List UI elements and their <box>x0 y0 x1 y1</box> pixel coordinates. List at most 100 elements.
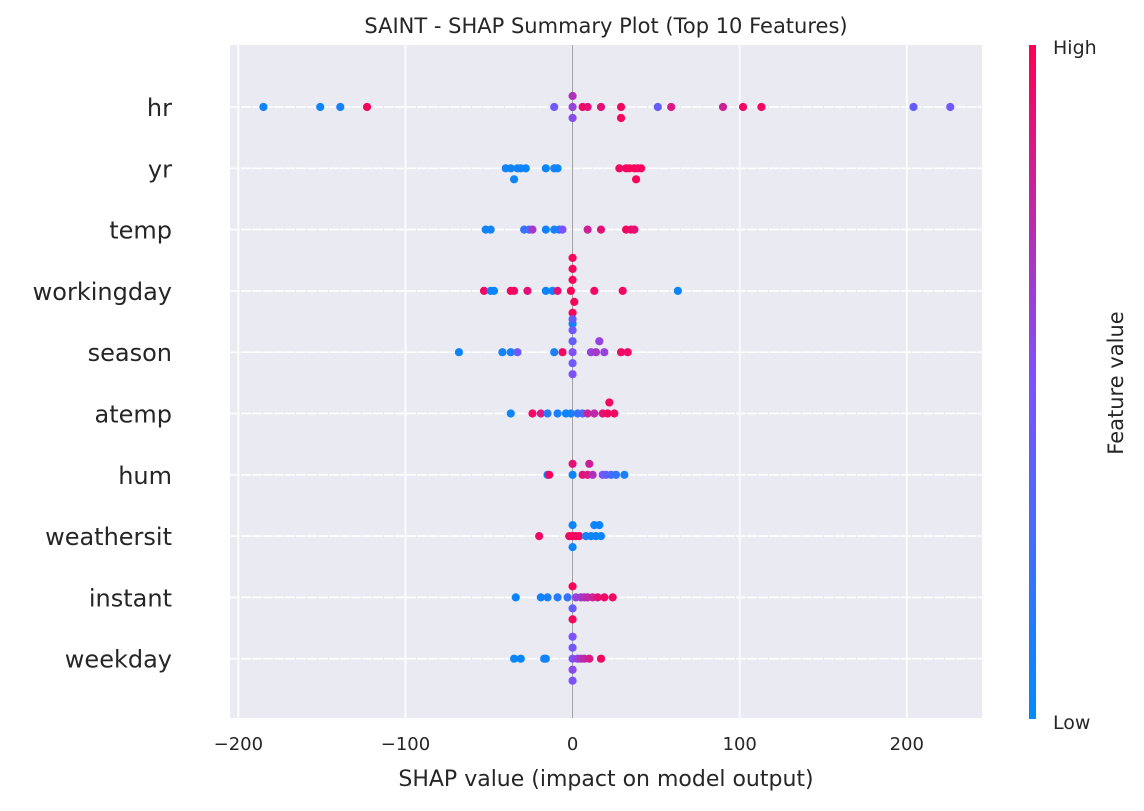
shap-point <box>757 102 766 112</box>
shap-point <box>568 253 577 262</box>
shap-point <box>543 409 552 418</box>
shap-point <box>600 593 609 602</box>
shap-point <box>536 409 545 418</box>
shap-point <box>596 102 606 112</box>
shap-point <box>596 532 606 541</box>
shap-point <box>653 102 662 112</box>
chart-title: SAINT - SHAP Summary Plot (Top 10 Featur… <box>364 14 847 38</box>
feature-label: hum <box>118 462 172 490</box>
colorbar-title: Feature value <box>1104 311 1128 454</box>
feature-label: yr <box>148 155 172 183</box>
shap-point <box>616 102 626 112</box>
shap-point <box>479 286 489 295</box>
feature-label: instant <box>89 584 172 612</box>
plot-area <box>230 45 982 718</box>
shap-point <box>593 593 602 602</box>
shap-point <box>362 102 372 112</box>
feature-label: hr <box>147 94 172 122</box>
shap-point <box>568 615 577 624</box>
shap-point <box>568 521 577 530</box>
shap-point <box>316 102 325 112</box>
shap-point <box>610 409 619 418</box>
x-axis-label: SHAP value (impact on model output) <box>398 767 813 792</box>
x-tick-label: 200 <box>890 734 924 755</box>
shap-point <box>568 582 577 591</box>
shap-point <box>568 543 577 552</box>
shap-point <box>568 348 577 357</box>
shap-point <box>553 409 562 418</box>
shap-point <box>568 370 577 379</box>
shap-point <box>630 225 639 234</box>
shap-point <box>568 264 577 273</box>
shap-point <box>596 225 606 234</box>
x-tick-label: 0 <box>567 734 578 755</box>
x-tick-label: −100 <box>381 734 430 755</box>
feature-label: weathersit <box>45 523 172 551</box>
feature-label: atemp <box>95 401 173 429</box>
shap-point <box>588 470 597 479</box>
shap-point <box>605 398 614 407</box>
feature-labels: hr yr temp workingday season atemp hum weathers… <box>33 94 172 674</box>
shap-point <box>541 164 550 173</box>
shap-point <box>568 459 577 468</box>
shap-point <box>616 113 626 123</box>
x-tick-label: 100 <box>723 734 757 755</box>
shap-point <box>585 654 594 663</box>
colorbar-high-label: High <box>1053 37 1097 59</box>
shap-point <box>583 225 592 234</box>
shap-point <box>506 164 515 173</box>
x-tick-label: −200 <box>214 734 263 755</box>
shap-point <box>498 348 507 357</box>
shap-point <box>620 470 629 479</box>
shap-point <box>545 470 554 479</box>
shap-point <box>553 164 562 173</box>
shap-point <box>568 643 577 652</box>
shap-point <box>673 286 682 295</box>
shap-point <box>946 102 955 112</box>
shap-point <box>558 225 567 234</box>
shap-point <box>506 409 515 418</box>
shap-point <box>536 593 545 602</box>
shap-point <box>521 164 530 173</box>
shap-point <box>568 102 577 112</box>
shap-point <box>590 286 599 295</box>
shap-point <box>550 348 559 357</box>
shap-point <box>667 102 676 112</box>
shap-point <box>523 286 532 295</box>
shap-point <box>509 286 519 295</box>
shap-point <box>623 348 632 357</box>
shap-point <box>489 286 499 295</box>
shap-point <box>528 409 537 418</box>
colorbar-low-label: Low <box>1053 712 1090 734</box>
shap-point <box>909 102 918 112</box>
shap-point <box>568 308 577 317</box>
shap-point <box>596 654 606 663</box>
shap-point <box>738 102 748 112</box>
shap-point <box>568 326 577 335</box>
shap-point <box>583 409 592 418</box>
shap-point <box>568 91 577 101</box>
shap-point <box>259 102 268 112</box>
shap-point <box>486 225 495 234</box>
shap-point <box>583 102 592 112</box>
shap-point <box>568 359 577 368</box>
shap-point <box>585 459 594 468</box>
shap-point <box>541 654 550 663</box>
shap-point <box>603 409 612 418</box>
shap-point <box>595 337 604 346</box>
x-tick-labels: −200 −100 0 100 200 <box>214 734 924 755</box>
shap-point <box>506 348 515 357</box>
shap-point <box>509 654 519 663</box>
shap-point <box>591 348 601 357</box>
shap-point <box>568 604 577 613</box>
shap-point <box>535 532 544 541</box>
shap-point <box>568 315 577 324</box>
feature-label: weekday <box>65 646 172 674</box>
shap-point <box>513 348 522 357</box>
feature-label: season <box>88 339 172 367</box>
shap-point <box>600 348 609 357</box>
shap-point <box>543 593 552 602</box>
shap-point <box>615 164 624 173</box>
